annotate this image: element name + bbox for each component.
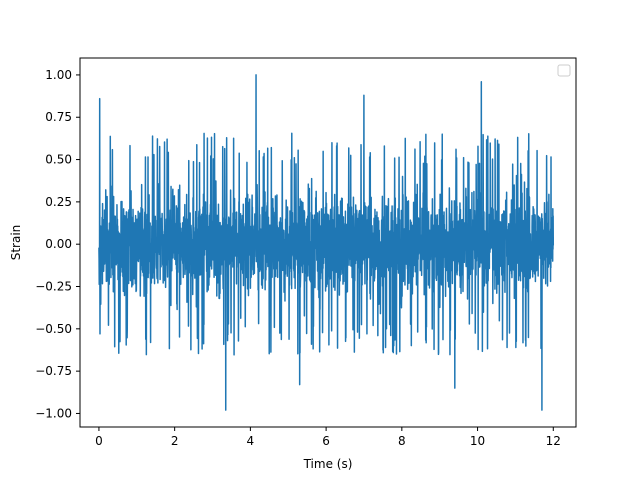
x-tick-label: 10 — [470, 434, 485, 448]
strain-series-line — [98, 74, 555, 411]
x-tick-label: 2 — [171, 434, 179, 448]
x-axis-label: Time (s) — [303, 457, 353, 471]
y-tick-label: −0.25 — [35, 280, 72, 294]
y-tick-label: −1.00 — [35, 406, 72, 420]
x-tick-label: 4 — [247, 434, 255, 448]
y-tick-label: 0.50 — [45, 153, 72, 167]
y-tick-label: 0.25 — [45, 195, 72, 209]
y-axis-label: Strain — [9, 225, 23, 261]
y-tick-label: 0.75 — [45, 110, 72, 124]
y-axis-ticks: −1.00 −0.75 −0.50 −0.25 0.00 0.25 0.50 0.75 1.00 — [35, 68, 80, 420]
x-tick-label: 6 — [322, 434, 330, 448]
y-tick-label: 0.00 — [45, 237, 72, 251]
plot-frame — [79, 57, 577, 428]
plot-layer — [98, 74, 555, 411]
x-axis-ticks: 0 2 4 6 8 10 12 — [95, 427, 561, 448]
y-tick-label: −0.75 — [35, 364, 72, 378]
x-tick-label: 8 — [398, 434, 406, 448]
x-tick-label: 0 — [95, 434, 103, 448]
y-tick-label: 1.00 — [45, 68, 72, 82]
y-tick-label: −0.50 — [35, 322, 72, 336]
legend-box — [557, 64, 571, 77]
x-tick-label: 12 — [546, 434, 561, 448]
